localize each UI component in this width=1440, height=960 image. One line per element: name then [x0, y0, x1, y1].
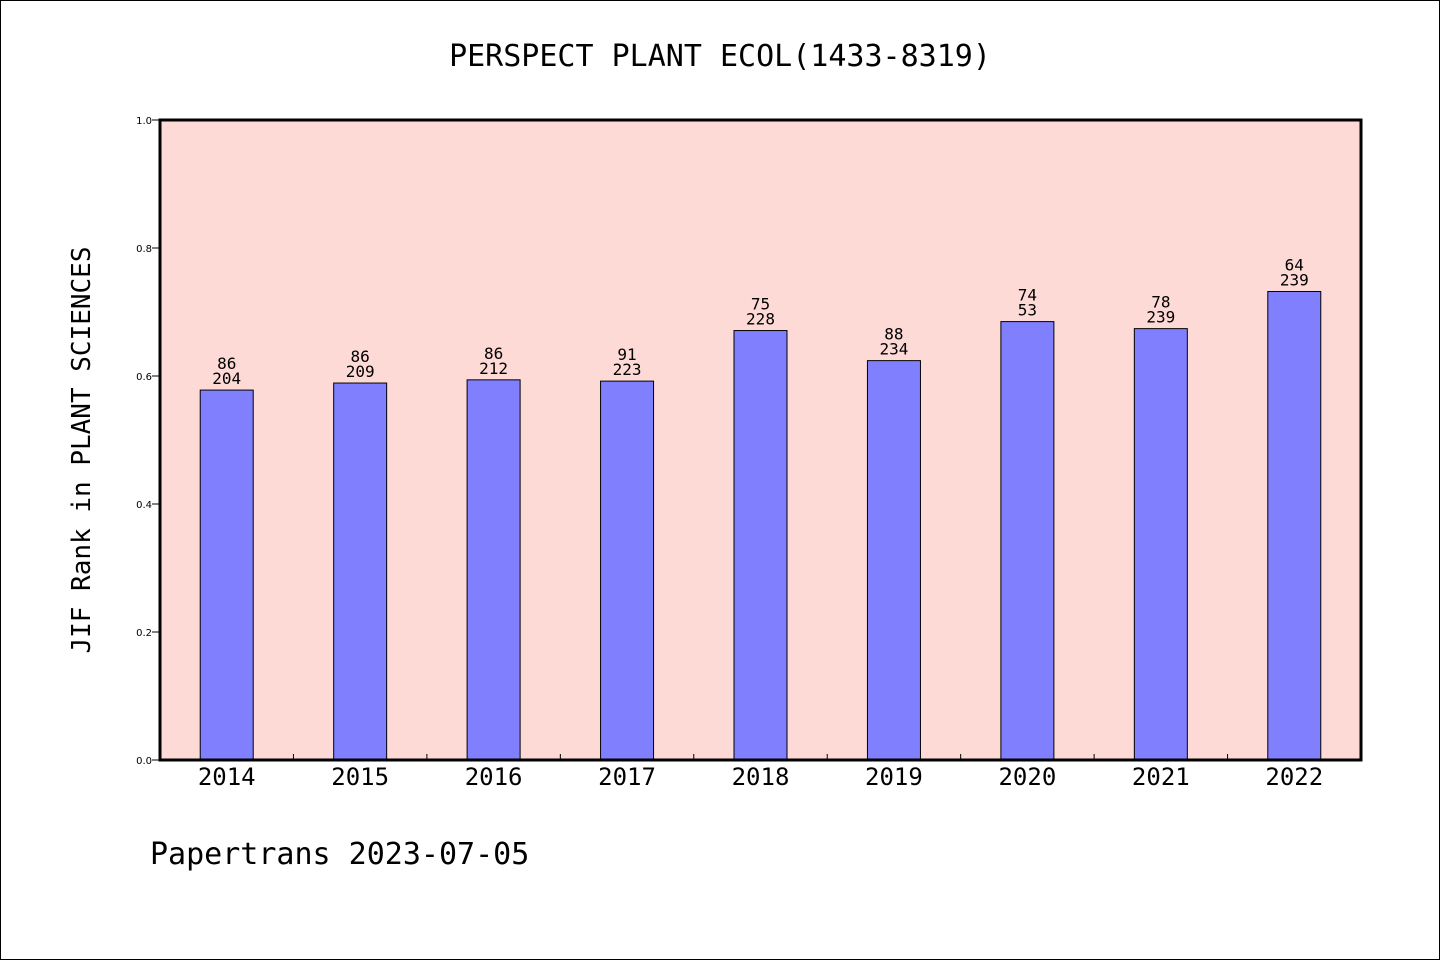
data-label-total: 53 [1018, 301, 1037, 320]
y-tick-label: 0.8 [136, 244, 152, 255]
data-label-total: 239 [1280, 271, 1309, 290]
data-label-total: 228 [746, 310, 775, 329]
x-tick-label: 2015 [331, 763, 389, 791]
x-tick-label: 2021 [1132, 763, 1190, 791]
data-label-rank: 78 [1151, 293, 1170, 312]
data-label-rank: 74 [1018, 286, 1037, 305]
bar-2022 [1267, 291, 1322, 761]
x-tick-label: 2019 [865, 763, 923, 791]
chart-title: PERSPECT PLANT ECOL(1433-8319) [449, 39, 991, 74]
data-label-rank: 64 [1285, 256, 1304, 275]
data-label-rank: 75 [751, 295, 770, 314]
bar-2014 [199, 389, 254, 761]
data-label-total: 223 [613, 360, 642, 379]
x-tick-label: 2017 [598, 763, 656, 791]
footer-text: Papertrans 2023-07-05 [150, 837, 529, 872]
data-label-total: 209 [346, 362, 375, 381]
data-label-total: 212 [479, 359, 508, 378]
data-label-rank: 91 [617, 345, 636, 364]
x-tick-label: 2020 [998, 763, 1056, 791]
data-label-rank: 86 [217, 354, 236, 373]
bar-2021 [1133, 328, 1188, 761]
bar-2017 [600, 380, 655, 761]
y-tick-label: 0.4 [136, 500, 152, 511]
x-tick-label: 2018 [732, 763, 790, 791]
y-tick-label: 0.2 [136, 628, 152, 639]
x-axis-ticks: 2014 2015 2016 2017 2018 2019 2020 2021 2022 [198, 754, 1323, 791]
y-tick-label: 1.0 [136, 116, 152, 127]
bar-2019 [866, 360, 921, 761]
x-tick-label: 2022 [1265, 763, 1323, 791]
y-axis-ticks: 0.0 0.2 0.4 0.6 0.8 1.0 [136, 116, 160, 767]
data-label-total: 239 [1146, 308, 1175, 327]
data-label-rank: 86 [351, 347, 370, 366]
bars-group [199, 291, 1322, 761]
y-tick-label: 0.6 [136, 372, 152, 383]
data-label-rank: 86 [484, 344, 503, 363]
y-axis-label: JIF Rank in PLANT SCIENCES [67, 247, 97, 654]
bar-2020 [1000, 321, 1055, 761]
bar-2018 [733, 330, 788, 761]
data-label-rank: 88 [884, 325, 903, 344]
bar-2015 [333, 382, 388, 761]
y-tick-label: 0.0 [136, 756, 152, 767]
plot-border [158, 118, 1363, 762]
x-tick-label: 2014 [198, 763, 256, 791]
bar-2016 [466, 379, 521, 761]
data-label-total: 204 [212, 369, 241, 388]
x-tick-label: 2016 [465, 763, 523, 791]
data-label-total: 234 [879, 340, 908, 359]
